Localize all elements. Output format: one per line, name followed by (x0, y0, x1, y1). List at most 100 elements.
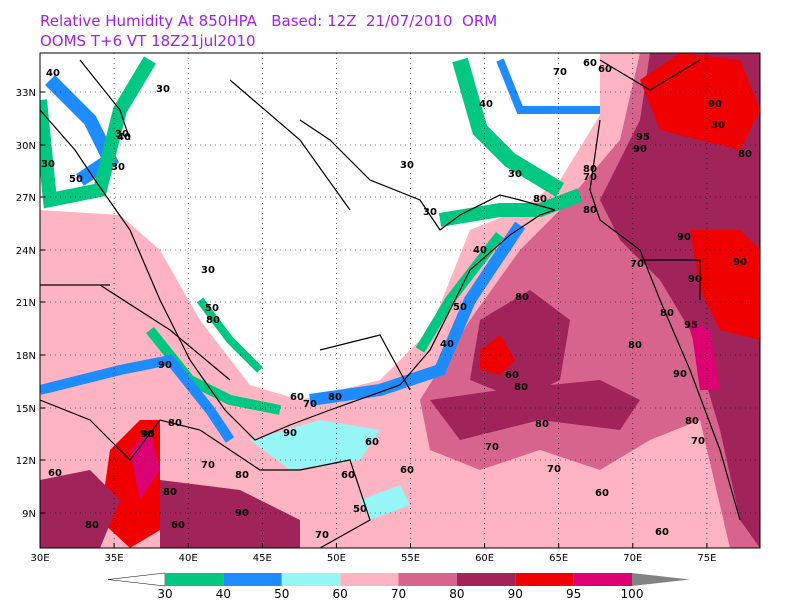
contour-label: 80 (660, 308, 674, 319)
contour-label: 70 (315, 530, 329, 541)
contour-label: 60 (341, 470, 355, 481)
contour-label: 95 (636, 132, 650, 143)
lon-label: 70E (623, 553, 642, 564)
contour-label: 50 (205, 303, 219, 314)
field-band (496, 58, 600, 114)
map-frame (39, 52, 761, 549)
contour-label: 60 (598, 64, 612, 75)
lon-label: 30E (30, 553, 49, 564)
contour-label: 60 (595, 488, 609, 499)
colorbar-box (165, 573, 224, 586)
contour-label: 70 (583, 172, 597, 183)
field-region (690, 230, 760, 340)
contour-label: 80 (535, 419, 549, 430)
contour-label: 50 (353, 504, 367, 515)
field-band (40, 354, 235, 443)
contour-label: 40 (117, 132, 131, 143)
contour-label: 30 (41, 159, 55, 170)
colorbar-label: 100 (621, 587, 644, 600)
contour-label: 50 (453, 302, 467, 313)
lat-label: 21N (16, 298, 36, 309)
title-line-1: Relative Humidity At 850HPA Based: 12Z 2… (40, 12, 497, 30)
contour-label: 90 (158, 360, 172, 371)
lon-label: 75E (697, 553, 716, 564)
lat-label: 27N (16, 193, 36, 204)
contour-label: 70 (201, 460, 215, 471)
contour-label: 60 (48, 468, 62, 479)
coastlines (40, 59, 741, 548)
field-band (309, 221, 525, 406)
contour-label: 95 (141, 429, 155, 440)
contour-label: 70 (547, 464, 561, 475)
contour-label: 80 (685, 416, 699, 427)
colorbar-label: 80 (449, 587, 464, 600)
lat-label: 18N (16, 351, 36, 362)
colorbar-label: 60 (332, 587, 347, 600)
contour-label: 60 (290, 392, 304, 403)
colorbar-box (456, 573, 516, 586)
lon-label: 35E (105, 553, 124, 564)
contour-label: 90 (708, 99, 722, 110)
contour-label: 60 (505, 370, 519, 381)
colorbar-box (573, 573, 632, 586)
field-region (40, 470, 120, 548)
contour-label: 70 (303, 399, 317, 410)
field-region (130, 430, 160, 500)
lon-label: 55E (401, 553, 420, 564)
field-region (600, 53, 760, 548)
field-region (250, 420, 380, 470)
field-region (640, 53, 760, 150)
contour-label: 40 (46, 68, 60, 79)
lat-label: 30N (16, 141, 36, 152)
lat-label: 33N (16, 88, 36, 99)
contour-label: 90 (688, 274, 702, 285)
title-line-2: OOMS T+6 VT 18Z21jul2010 (40, 32, 256, 50)
lon-label: 40E (179, 553, 198, 564)
contour-label: 80 (515, 292, 529, 303)
contour-label: 60 (365, 437, 379, 448)
field-band (40, 56, 157, 209)
contour-label: 70 (691, 436, 705, 447)
contour-label: 95 (684, 320, 698, 331)
contour-label: 50 (69, 174, 83, 185)
contour-label: 30 (423, 207, 437, 218)
contour-label: 80 (583, 205, 597, 216)
contour-label: 30 (115, 129, 129, 140)
contour-label: 60 (655, 527, 669, 538)
colorbar-label: 95 (566, 587, 581, 600)
contour-label: 30 (111, 162, 125, 173)
field-region (360, 485, 410, 520)
contour-label: 40 (440, 339, 454, 350)
lat-label: 24N (16, 246, 36, 257)
contour-label: 80 (514, 382, 528, 393)
contour-label: 90 (733, 257, 747, 268)
colorbar-label: 70 (391, 587, 406, 600)
field-band (415, 231, 504, 353)
field-region (40, 53, 600, 400)
contour-label: 90 (677, 232, 691, 243)
contour-label: 90 (140, 429, 154, 440)
contour-label: 80 (168, 418, 182, 429)
contour-label: 30 (201, 265, 215, 276)
contour-label: 40 (479, 99, 493, 110)
contour-label: 80 (628, 340, 642, 351)
lat-label: 15N (16, 404, 36, 415)
map-area (40, 53, 760, 548)
field-band (196, 297, 263, 373)
colorbar-box (340, 573, 399, 586)
field-region (430, 380, 640, 440)
colorbar-label: 50 (274, 587, 289, 600)
lon-label: 60E (475, 553, 494, 564)
contour-label: 70 (553, 67, 567, 78)
contour-label: 90 (673, 369, 687, 380)
field-region (160, 480, 300, 548)
lat-label: 12N (16, 456, 36, 467)
colorbar-box (281, 573, 341, 586)
contour-label: 70 (485, 442, 499, 453)
contour-label: 80 (328, 392, 342, 403)
colorbar-box (515, 573, 574, 586)
contour-label: 30 (508, 169, 522, 180)
contour-label: 80 (583, 164, 597, 175)
